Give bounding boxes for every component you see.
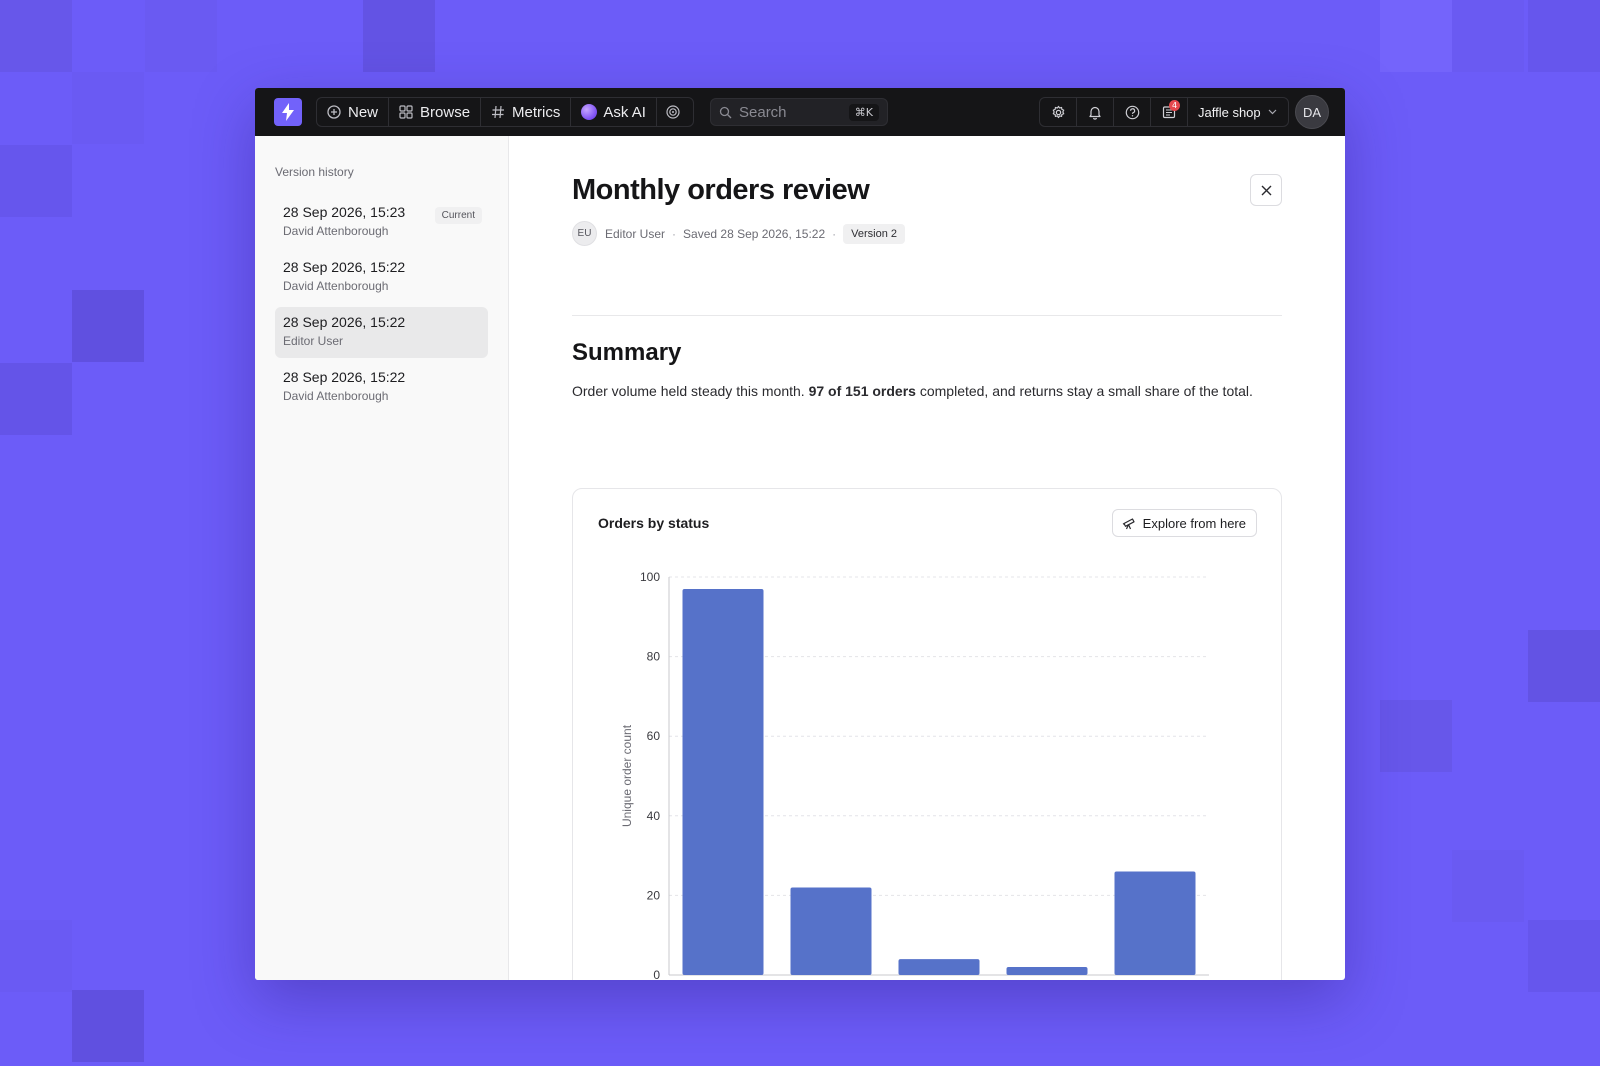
current-badge: Current bbox=[434, 207, 482, 224]
y-tick-label: 80 bbox=[647, 650, 661, 664]
chart-title: Orders by status bbox=[598, 515, 710, 531]
bar-shipped bbox=[1114, 871, 1196, 975]
close-button[interactable] bbox=[1250, 174, 1282, 206]
changelog-button[interactable]: 4 bbox=[1151, 98, 1188, 126]
meta-separator: · bbox=[832, 226, 837, 241]
document-meta: EU Editor User · Saved 28 Sep 2026, 15:2… bbox=[572, 221, 906, 246]
version-date: 28 Sep 2026, 15:22 bbox=[283, 259, 406, 275]
y-tick-label: 40 bbox=[647, 809, 661, 823]
author-avatar: EU bbox=[572, 221, 597, 246]
version-item[interactable]: 28 Sep 2026, 15:22 David Attenborough bbox=[275, 362, 488, 413]
project-name: Jaffle shop bbox=[1198, 104, 1261, 120]
browse-label: Browse bbox=[420, 103, 471, 121]
saved-timestamp: Saved 28 Sep 2026, 15:22 bbox=[683, 226, 826, 241]
version-date: 28 Sep 2026, 15:23 bbox=[283, 204, 406, 220]
telescope-icon bbox=[1122, 518, 1135, 530]
browse-button[interactable]: Browse bbox=[389, 98, 482, 126]
ask-ai-label: Ask AI bbox=[603, 103, 646, 121]
version-item[interactable]: 28 Sep 2026, 15:23 David Attenborough Cu… bbox=[275, 197, 488, 248]
app-window: New Browse Metrics Ask AI bbox=[255, 88, 1345, 980]
explore-label: Explore from here bbox=[1142, 515, 1246, 531]
y-tick-label: 20 bbox=[647, 888, 661, 902]
notifications-button[interactable] bbox=[1077, 98, 1114, 126]
notification-badge: 4 bbox=[1169, 100, 1180, 111]
target-icon bbox=[666, 105, 680, 119]
summary-text-end: completed, and returns stay a small shar… bbox=[915, 383, 1253, 399]
y-tick-label: 100 bbox=[640, 570, 660, 584]
y-tick-label: 60 bbox=[647, 729, 661, 743]
ai-orb-icon bbox=[581, 104, 598, 120]
plus-circle-icon bbox=[327, 105, 341, 119]
help-icon bbox=[1125, 105, 1139, 119]
y-tick-label: 0 bbox=[653, 968, 660, 980]
ask-ai-button[interactable]: Ask AI bbox=[571, 98, 657, 126]
version-badge: Version 2 bbox=[843, 223, 906, 244]
summary-heading: Summary bbox=[572, 339, 682, 366]
bar-return-pending bbox=[1006, 967, 1088, 975]
settings-button[interactable] bbox=[1040, 98, 1077, 126]
author-name: Editor User bbox=[605, 226, 666, 241]
version-item[interactable]: 28 Sep 2026, 15:22 David Attenborough bbox=[275, 252, 488, 303]
new-label: New bbox=[348, 103, 379, 121]
search-shortcut: ⌘K bbox=[848, 103, 879, 121]
sidebar-title: Version history bbox=[275, 165, 354, 179]
metrics-label: Metrics bbox=[512, 103, 561, 121]
document-view: Monthly orders review EU Editor User · S… bbox=[508, 136, 1345, 980]
gear-icon bbox=[1052, 105, 1064, 118]
close-icon bbox=[1261, 185, 1271, 195]
version-date: 28 Sep 2026, 15:22 bbox=[283, 369, 406, 385]
chevron-down-icon bbox=[1268, 109, 1277, 115]
hash-icon bbox=[492, 105, 505, 119]
divider bbox=[572, 315, 1282, 316]
logo-bolt-icon bbox=[282, 103, 294, 121]
bell-icon bbox=[1089, 106, 1101, 120]
version-author: David Attenborough bbox=[283, 389, 389, 403]
metrics-button[interactable]: Metrics bbox=[481, 98, 572, 126]
app-logo[interactable] bbox=[274, 98, 302, 126]
version-history-sidebar: Version history 28 Sep 2026, 15:23 David… bbox=[255, 136, 509, 980]
y-axis-title: Unique order count bbox=[620, 724, 634, 827]
version-date: 28 Sep 2026, 15:22 bbox=[283, 314, 406, 330]
version-author: Editor User bbox=[283, 334, 344, 348]
project-switcher[interactable]: Jaffle shop bbox=[1188, 105, 1288, 120]
summary-text: Order volume held steady this month. 97 … bbox=[572, 381, 1262, 402]
version-item-selected[interactable]: 28 Sep 2026, 15:22 Editor User bbox=[275, 307, 488, 358]
new-button[interactable]: New bbox=[317, 98, 390, 126]
nav-group: New Browse Metrics Ask AI bbox=[316, 97, 694, 127]
summary-highlight: 97 of 151 orders bbox=[808, 383, 916, 399]
bar-placed bbox=[790, 887, 872, 975]
meta-separator: · bbox=[672, 226, 677, 241]
right-toolbar: 4 Jaffle shop bbox=[1039, 97, 1289, 127]
search-placeholder: Search bbox=[739, 103, 787, 121]
version-author: David Attenborough bbox=[283, 279, 389, 293]
explore-button[interactable]: Explore from here bbox=[1111, 509, 1257, 537]
summary-text-start: Order volume held steady this month. bbox=[572, 383, 809, 399]
top-navbar: New Browse Metrics Ask AI bbox=[255, 88, 1345, 136]
user-avatar[interactable]: DA bbox=[1295, 95, 1329, 129]
version-author: David Attenborough bbox=[283, 224, 389, 238]
bar-returned bbox=[898, 959, 980, 975]
target-button[interactable] bbox=[657, 98, 689, 126]
search-icon bbox=[719, 106, 732, 118]
search-input[interactable]: Search ⌘K bbox=[710, 98, 888, 126]
bar-completed bbox=[682, 588, 764, 975]
page-title: Monthly orders review bbox=[572, 174, 870, 206]
help-button[interactable] bbox=[1114, 98, 1151, 126]
grid-icon bbox=[399, 105, 413, 119]
chart-card: Orders by status Explore from here 0 20 40… bbox=[572, 488, 1282, 980]
